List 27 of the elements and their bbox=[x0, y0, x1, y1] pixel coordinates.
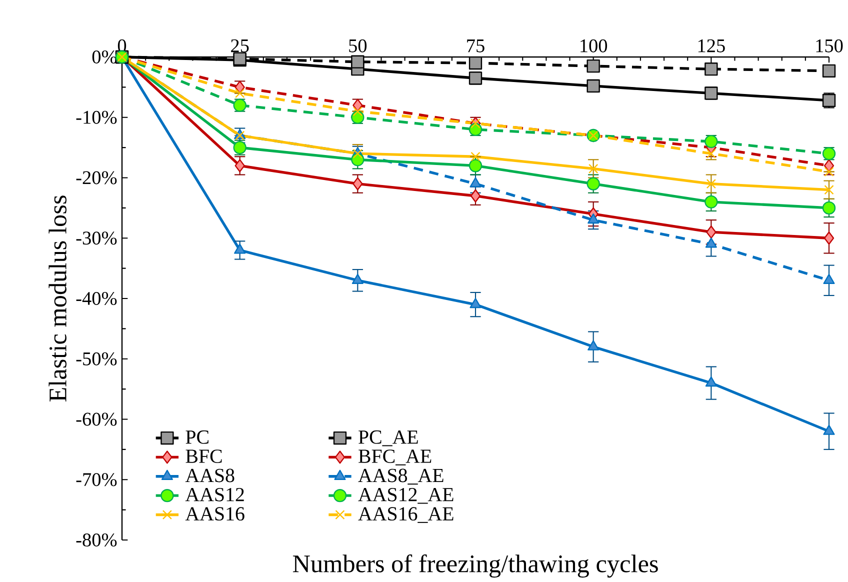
legend-label: PC bbox=[186, 430, 208, 444]
y-tick-label: -30% bbox=[76, 232, 117, 245]
y-tick-label: 0% bbox=[92, 50, 117, 64]
legend-label: BFC bbox=[186, 450, 222, 463]
legend-label: PC_AE bbox=[358, 430, 418, 446]
legend-label: AAS16_AE bbox=[358, 507, 454, 523]
legend-label: AAS8_AE bbox=[358, 468, 444, 485]
x-tick-label: 75 bbox=[467, 40, 484, 52]
x-tick-label: 150 bbox=[816, 39, 843, 52]
x-tick-label: 25 bbox=[231, 39, 249, 52]
y-tick-label: -50% bbox=[76, 352, 117, 366]
legend-label: AAS8 bbox=[185, 468, 234, 482]
x-tick-label: 125 bbox=[698, 39, 725, 52]
y-tick-label: -60% bbox=[76, 412, 117, 426]
y-tick-label: -40% bbox=[76, 292, 117, 306]
y-tick-label: -20% bbox=[76, 171, 117, 184]
legend-label: AAS16 bbox=[185, 507, 244, 521]
y-axis-title: Elastic modulus loss bbox=[48, 196, 66, 402]
x-tick-label: 50 bbox=[349, 39, 367, 52]
y-tick-label: -10% bbox=[76, 110, 117, 124]
y-tick-label: -70% bbox=[76, 473, 117, 486]
x-tick-label: 100 bbox=[580, 39, 608, 52]
legend-label: BFC_AE bbox=[358, 450, 432, 466]
x-axis-title: Numbers of freezing/thawing cycles bbox=[292, 554, 658, 578]
legend-label: AAS12 bbox=[185, 488, 244, 502]
y-tick-label: -80% bbox=[76, 533, 117, 547]
legend-label: AAS12_AE bbox=[358, 488, 454, 504]
